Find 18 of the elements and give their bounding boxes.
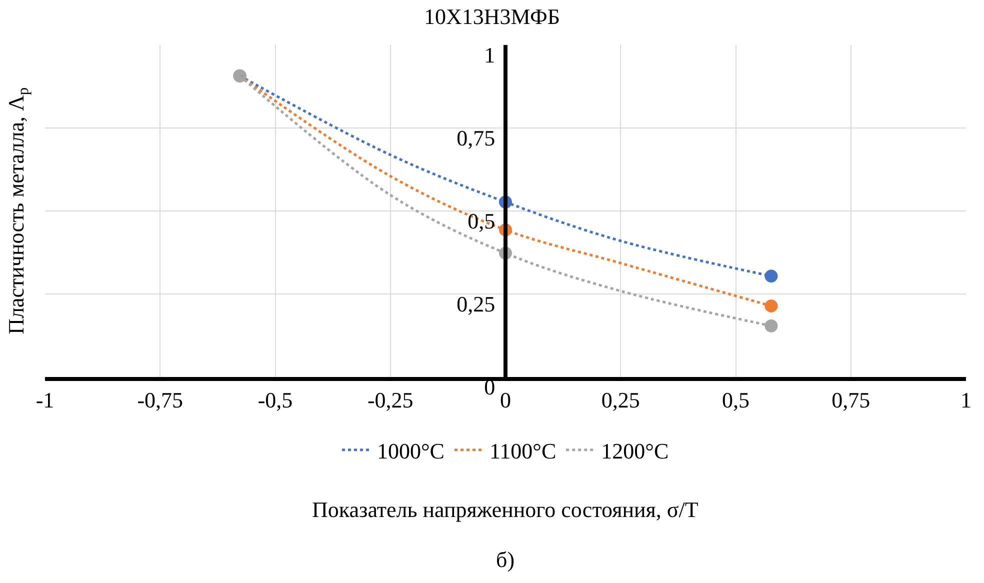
x-tick-label: 0,25 bbox=[601, 387, 640, 412]
x-tick-label: 0 bbox=[500, 387, 511, 412]
y-tick-label: 0,75 bbox=[456, 126, 496, 151]
x-tick-label: -0,75 bbox=[137, 387, 184, 412]
x-tick-label: -0,25 bbox=[367, 387, 414, 412]
legend-label: 1200°C bbox=[601, 438, 669, 464]
text: б) bbox=[496, 547, 515, 572]
legend-label: 1100°C bbox=[489, 438, 556, 464]
x-tick-label: 0,75 bbox=[832, 387, 870, 412]
x-tick-label: 0,5 bbox=[722, 387, 750, 412]
y-tick-label: 0,25 bbox=[456, 292, 496, 317]
x-tick-label: -1 bbox=[36, 387, 54, 412]
chart-title: 10Х13Н3МФБ bbox=[424, 4, 560, 30]
x-tick-label: 1 bbox=[960, 387, 972, 412]
y-tick-label: 1 bbox=[484, 42, 496, 68]
legend-label: 1000°C bbox=[377, 438, 444, 464]
x-axis-title: Показатель напряженного состояния, σ/T bbox=[312, 497, 699, 522]
x-tick-label: -0,5 bbox=[258, 387, 293, 412]
